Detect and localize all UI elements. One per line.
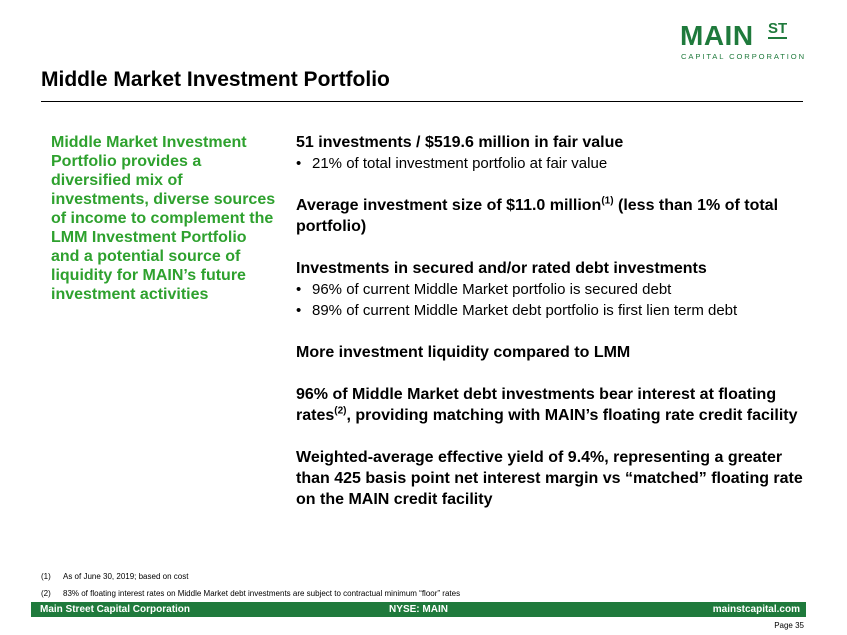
company-logo: MAIN ST CAPITAL CORPORATION [680, 20, 804, 62]
section-heading-floating-rates: 96% of Middle Market debt investments be… [296, 384, 806, 426]
section-heading-yield: Weighted-average effective yield of 9.4%… [296, 449, 803, 508]
footnote-number: (1) [41, 572, 51, 581]
average-size-text: Average investment size of $11.0 million [296, 197, 602, 214]
page-title: Middle Market Investment Portfolio [41, 68, 390, 91]
footer-website: mainstcapital.com [712, 604, 800, 615]
logo-subtitle: CAPITAL CORPORATION [681, 52, 806, 61]
footnote-item: (1) As of June 30, 2019; based on cost [41, 568, 460, 585]
sidebar-summary: Middle Market Investment Portfolio provi… [51, 134, 276, 303]
floating-rates-text-continued: , providing matching with MAIN’s floatin… [346, 407, 798, 424]
bullet-item: 89% of current Middle Market debt portfo… [296, 300, 806, 321]
average-size-text-continued: (less than 1% of total portfolio) [296, 197, 779, 235]
bullet-list-secured-debt: 96% of current Middle Market portfolio i… [296, 279, 806, 321]
section-heading-secured-debt: Investments in secured and/or rated debt… [296, 260, 707, 277]
footnote-text: 83% of floating interest rates on Middle… [63, 589, 461, 598]
title-divider [41, 101, 803, 102]
footnote-ref-1: (1) [601, 195, 614, 207]
footnote-text: As of June 30, 2019; based on cost [63, 572, 189, 581]
footer-ticker: NYSE: MAIN [389, 604, 448, 615]
section-heading-investments: 51 investments / $519.6 million in fair … [296, 134, 624, 151]
floating-rates-text: 96% of Middle Market debt investments be… [296, 386, 777, 424]
bullet-item: 96% of current Middle Market portfolio i… [296, 279, 806, 300]
logo-main-text: MAIN [680, 20, 754, 51]
footnotes: (1) As of June 30, 2019; based on cost (… [41, 568, 460, 602]
footnote-item: (2) 83% of floating interest rates on Mi… [41, 585, 460, 602]
bullet-item: 21% of total investment portfolio at fai… [296, 153, 806, 174]
bullet-list-investments: 21% of total investment portfolio at fai… [296, 153, 806, 174]
section-heading-liquidity: More investment liquidity compared to LM… [296, 344, 631, 361]
footer-bar: Main Street Capital Corporation NYSE: MA… [31, 602, 806, 617]
main-content: 51 investments / $519.6 million in fair … [296, 132, 806, 510]
section-heading-average-size: Average investment size of $11.0 million… [296, 195, 806, 237]
logo-st-text: ST [768, 20, 788, 39]
footer-company-name: Main Street Capital Corporation [40, 604, 191, 615]
footnote-number: (2) [41, 589, 51, 598]
footnote-ref-2: (2) [334, 405, 347, 417]
page-number: Page 35 [774, 621, 804, 630]
